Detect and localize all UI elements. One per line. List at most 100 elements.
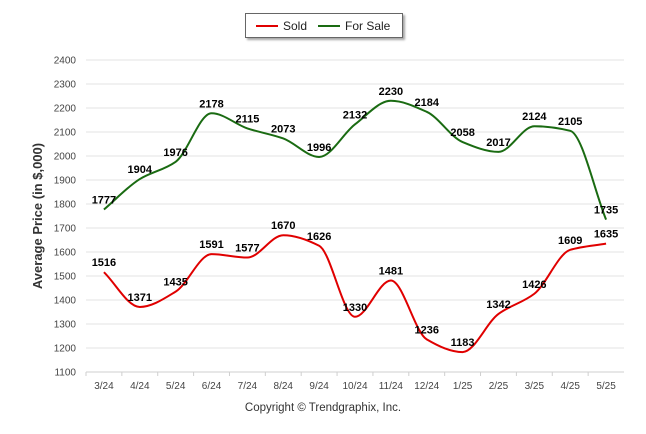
y-tick-label: 1700: [54, 224, 77, 235]
data-label-for-sale: 1904: [128, 164, 153, 176]
data-label-sold: 1236: [414, 324, 438, 336]
data-label-for-sale: 2230: [379, 86, 403, 98]
data-label-sold: 1626: [307, 231, 331, 243]
data-label-for-sale: 2073: [271, 123, 295, 135]
data-point-sold[interactable]: [101, 269, 107, 275]
data-label-sold: 1371: [128, 292, 152, 304]
data-point-for-sale[interactable]: [244, 125, 250, 131]
data-point-sold[interactable]: [352, 314, 358, 320]
data-point-for-sale[interactable]: [316, 154, 322, 160]
y-tick-label: 1100: [54, 368, 76, 379]
data-point-for-sale[interactable]: [173, 159, 179, 165]
data-point-sold[interactable]: [244, 255, 250, 261]
data-point-sold[interactable]: [495, 311, 501, 317]
x-tick-label: 9/24: [309, 381, 329, 392]
data-point-for-sale[interactable]: [460, 139, 466, 145]
data-point-for-sale[interactable]: [137, 176, 143, 182]
data-point-sold[interactable]: [316, 243, 322, 249]
data-label-sold: 1342: [486, 299, 510, 311]
data-label-for-sale: 2017: [486, 137, 510, 149]
data-label-sold: 1516: [92, 257, 116, 269]
legend-swatch-for-sale: [318, 24, 340, 27]
legend-label-sold: Sold: [283, 19, 308, 33]
x-tick-label: 8/24: [274, 381, 294, 392]
data-label-for-sale: 2132: [343, 109, 367, 121]
data-labels: 1516 1371 1435 1591 1577 1670 1626 1330 1481 1236…: [92, 86, 619, 349]
data-point-sold[interactable]: [137, 304, 143, 310]
data-label-sold: 1426: [522, 279, 546, 291]
legend-label-for-sale: For Sale: [345, 19, 391, 33]
legend-item-sold[interactable]: Sold: [256, 19, 307, 33]
data-point-for-sale[interactable]: [280, 135, 286, 141]
y-tick-label: 1200: [54, 344, 77, 355]
data-point-for-sale[interactable]: [352, 121, 358, 127]
x-tick-label: 4/25: [560, 381, 580, 392]
x-tick-label: 7/24: [238, 381, 258, 392]
data-label-for-sale: 2115: [235, 113, 259, 125]
data-point-for-sale[interactable]: [424, 109, 430, 115]
y-tick-label: 2400: [54, 56, 77, 67]
x-tick-label: 5/25: [596, 381, 616, 392]
data-point-sold[interactable]: [460, 349, 466, 355]
x-tick-label: 10/24: [342, 381, 367, 392]
data-label-for-sale: 2058: [450, 127, 474, 139]
data-point-sold[interactable]: [424, 336, 430, 342]
data-label-for-sale: 1777: [92, 195, 116, 207]
x-tick-label: 5/24: [166, 381, 186, 392]
x-tick-label: 12/24: [414, 381, 439, 392]
data-point-for-sale[interactable]: [495, 149, 501, 155]
data-label-sold: 1635: [594, 229, 618, 241]
data-label-for-sale: 1996: [307, 142, 331, 154]
data-point-sold[interactable]: [388, 278, 394, 284]
y-tick-label: 1300: [54, 320, 77, 331]
y-tick-label: 1800: [54, 200, 77, 211]
data-label-sold: 1670: [271, 220, 295, 232]
data-label-for-sale: 1976: [163, 147, 187, 159]
data-point-for-sale[interactable]: [567, 128, 573, 134]
y-tick-label: 1500: [54, 272, 77, 283]
data-point-sold[interactable]: [280, 232, 286, 238]
legend-swatch-sold: [256, 24, 278, 27]
copyright-text: Copyright © Trendgraphix, Inc.: [244, 402, 402, 414]
series-line-for-sale: [103, 99, 607, 220]
data-point-sold[interactable]: [603, 241, 609, 247]
series-lines: [101, 98, 609, 355]
legend-item-for-sale[interactable]: For Sale: [318, 19, 390, 33]
data-label-for-sale: 2124: [522, 111, 547, 123]
x-tick-label: 3/24: [94, 381, 114, 392]
data-point-for-sale[interactable]: [101, 207, 107, 213]
y-tick-label: 2100: [54, 128, 77, 139]
y-tick-label: 2000: [54, 152, 77, 163]
data-label-sold: 1330: [343, 302, 367, 314]
data-point-for-sale[interactable]: [388, 98, 394, 104]
x-tick-label: 6/24: [202, 381, 222, 392]
y-tick-label: 2200: [54, 104, 77, 115]
data-point-for-sale[interactable]: [603, 217, 609, 223]
data-label-for-sale: 2178: [199, 98, 223, 110]
y-tick-label: 1900: [54, 176, 77, 187]
data-point-sold[interactable]: [531, 291, 537, 297]
grid: [86, 59, 624, 373]
x-tick-label: 11/24: [379, 381, 404, 392]
data-point-for-sale[interactable]: [209, 110, 215, 116]
data-label-sold: 1609: [558, 235, 582, 247]
series-line-sold: [103, 234, 607, 354]
data-point-sold[interactable]: [567, 247, 573, 253]
data-point-sold[interactable]: [209, 251, 215, 257]
data-label-sold: 1481: [379, 266, 403, 278]
x-tick-label: 1/25: [453, 381, 473, 392]
x-tick-label: 3/25: [525, 381, 545, 392]
data-point-sold[interactable]: [173, 289, 179, 295]
data-label-for-sale: 1735: [594, 205, 618, 217]
legend: Sold For Sale: [245, 13, 403, 38]
y-tick-label: 1600: [54, 248, 77, 259]
x-tick-label: 4/24: [130, 381, 150, 392]
data-label-for-sale: 2184: [414, 97, 439, 109]
y-tick-label: 1400: [54, 296, 77, 307]
x-tick-label: 2/25: [489, 381, 509, 392]
data-label-sold: 1577: [235, 243, 259, 255]
y-axis-label: Average Price (in $,000): [30, 143, 45, 289]
data-label-sold: 1591: [199, 239, 223, 251]
data-point-for-sale[interactable]: [531, 123, 537, 129]
